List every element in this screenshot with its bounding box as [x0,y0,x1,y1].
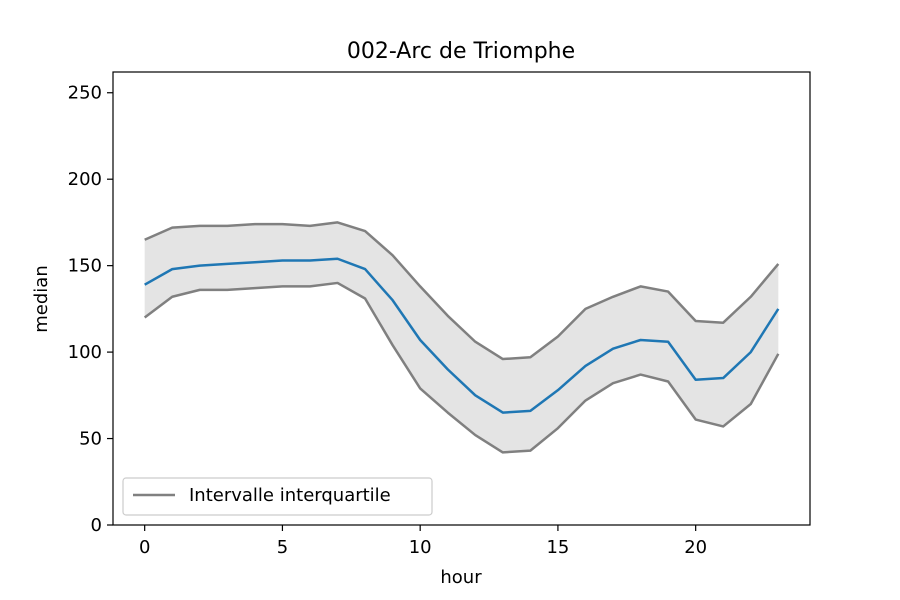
chart-title: 002-Arc de Triomphe [347,39,575,64]
legend-label-interquartile: Intervalle interquartile [189,485,391,506]
x-tick-label: 15 [546,537,569,558]
legend: Intervalle interquartile [122,477,433,516]
median-line [144,257,780,414]
lower-quartile-line [143,281,780,454]
axes-frame [112,71,811,526]
x-tick-label: 10 [409,537,432,558]
y-tick-label: 0 [91,515,102,536]
interquartile-band [144,222,779,453]
legend-box [122,477,433,516]
y-tick-label: 250 [68,83,102,104]
x-tick-label: 5 [277,537,288,558]
y-tick-label: 50 [79,429,102,450]
plot-area [143,221,780,454]
upper-quartile-line [144,221,780,361]
y-axis-label: median [31,265,52,332]
x-tick-label: 20 [684,537,707,558]
y-tick-label: 200 [68,169,102,190]
y-tick-label: 100 [68,342,102,363]
x-axis-label: hour [440,567,482,588]
x-tick-label: 0 [139,537,150,558]
y-tick-label: 150 [68,256,102,277]
